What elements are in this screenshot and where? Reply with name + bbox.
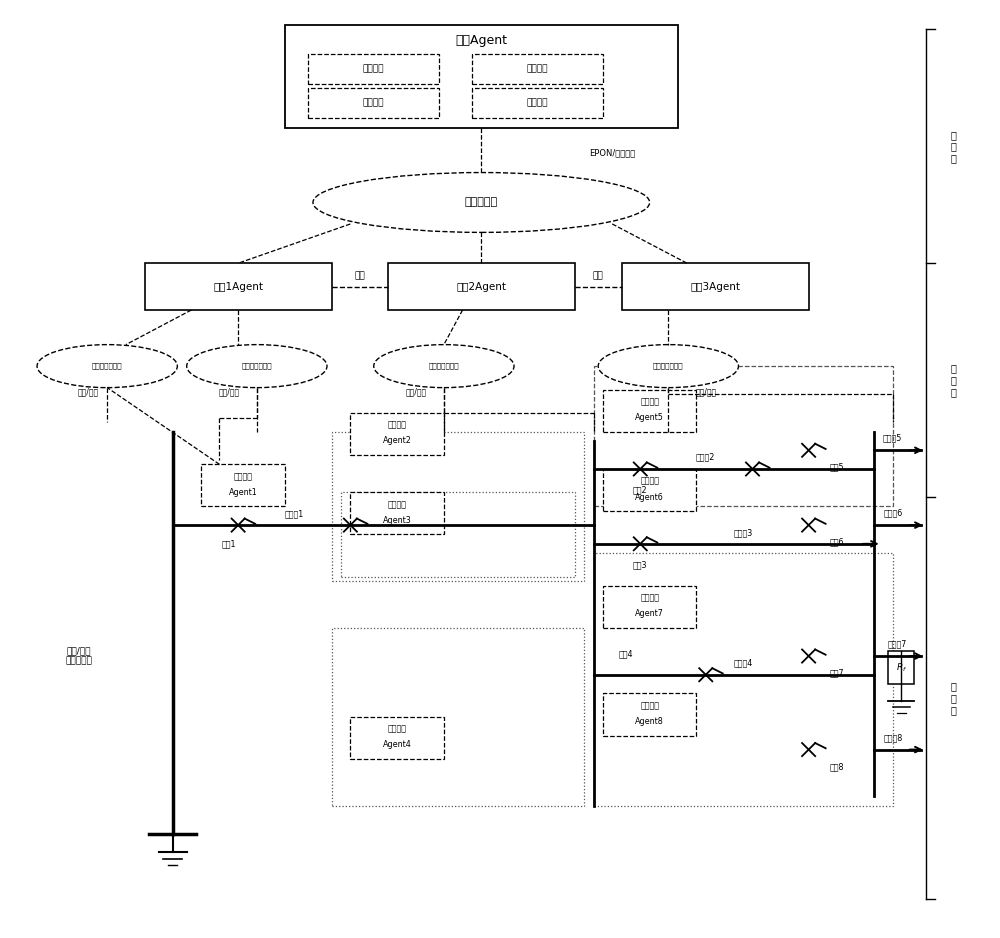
Text: 终端通信接入网: 终端通信接入网 <box>92 363 123 370</box>
Bar <box>472 88 603 118</box>
Text: 开关8: 开关8 <box>829 762 844 771</box>
Bar <box>594 553 893 806</box>
Ellipse shape <box>37 344 177 387</box>
Text: 联络线1: 联络线1 <box>285 509 304 519</box>
Bar <box>388 264 575 310</box>
Bar <box>332 431 584 582</box>
Bar <box>888 651 914 684</box>
Ellipse shape <box>374 344 514 387</box>
Bar <box>472 53 603 83</box>
Bar <box>603 389 696 431</box>
Text: EPON/光以太网: EPON/光以太网 <box>589 148 635 158</box>
Text: Agent3: Agent3 <box>383 516 412 525</box>
Text: 联络线6: 联络线6 <box>883 508 902 518</box>
Text: 光纤/无线: 光纤/无线 <box>78 386 99 396</box>
Text: Agent5: Agent5 <box>635 413 664 422</box>
Text: 区域3Agent: 区域3Agent <box>690 281 740 292</box>
Bar <box>350 717 444 759</box>
Text: 测控终端: 测控终端 <box>640 397 659 406</box>
Text: 开关3: 开关3 <box>633 560 648 568</box>
Text: 联络线8: 联络线8 <box>883 733 902 742</box>
Bar <box>308 53 439 83</box>
Text: 高压/中压
变电站母线: 高压/中压 变电站母线 <box>66 646 93 666</box>
Text: 测控终端: 测控终端 <box>640 594 659 602</box>
Text: 监测调控: 监测调控 <box>527 98 548 108</box>
Text: 联络线3: 联络线3 <box>734 528 753 537</box>
Ellipse shape <box>187 344 327 387</box>
Text: 测控终端: 测控终端 <box>640 701 659 710</box>
Text: 联络线5: 联络线5 <box>883 433 902 443</box>
Text: 区域2Agent: 区域2Agent <box>456 281 506 292</box>
Text: Agent8: Agent8 <box>635 717 664 726</box>
Text: Agent6: Agent6 <box>635 492 664 502</box>
Bar <box>622 264 809 310</box>
Text: Agent2: Agent2 <box>383 436 412 446</box>
Text: Agent4: Agent4 <box>383 740 412 749</box>
Text: 骨干通信网: 骨干通信网 <box>465 198 498 207</box>
Text: 测控终端: 测控终端 <box>388 420 407 430</box>
Text: 测控终端: 测控终端 <box>388 724 407 734</box>
Text: 开关5: 开关5 <box>829 462 844 472</box>
Text: 联络线4: 联络线4 <box>734 658 753 667</box>
Text: 全网拓扑: 全网拓扑 <box>527 64 548 73</box>
Bar <box>201 464 285 507</box>
Bar <box>332 628 584 806</box>
Text: 终端通信接入网: 终端通信接入网 <box>653 363 684 370</box>
Text: $R_f$: $R_f$ <box>896 661 907 674</box>
Text: 光纤/无线: 光纤/无线 <box>405 386 426 396</box>
Text: 协
调
层: 协 调 层 <box>951 364 957 397</box>
Text: 开关7: 开关7 <box>829 669 844 677</box>
Text: 测控终端: 测控终端 <box>388 500 407 509</box>
Bar <box>350 492 444 535</box>
Ellipse shape <box>598 344 738 387</box>
Text: Agent1: Agent1 <box>228 488 257 497</box>
Text: 终端通信接入网: 终端通信接入网 <box>429 363 459 370</box>
Text: 开关6: 开关6 <box>829 537 844 547</box>
Text: 开关1: 开关1 <box>222 539 236 549</box>
Text: 光纤/无线: 光纤/无线 <box>695 386 716 396</box>
Text: 光纤/无线: 光纤/无线 <box>218 386 239 396</box>
Text: 交互: 交互 <box>354 271 365 280</box>
Text: 开关4: 开关4 <box>619 650 634 658</box>
Text: 区域1Agent: 区域1Agent <box>213 281 263 292</box>
Bar <box>350 413 444 455</box>
Text: 管
理
层: 管 理 层 <box>951 129 957 163</box>
Ellipse shape <box>313 173 650 233</box>
Text: Agent7: Agent7 <box>635 610 664 618</box>
Bar <box>145 264 332 310</box>
Bar <box>308 88 439 118</box>
Text: 设
备
层: 设 备 层 <box>951 682 957 715</box>
Text: 故障研判: 故障研判 <box>363 98 384 108</box>
Text: 终端通信接入网: 终端通信接入网 <box>242 363 272 370</box>
Text: 交互: 交互 <box>593 271 604 280</box>
Text: 测控终端: 测控终端 <box>640 477 659 486</box>
Text: 联络线2: 联络线2 <box>696 452 715 461</box>
Bar <box>285 24 678 128</box>
Text: 测控终端: 测控终端 <box>233 472 252 481</box>
Text: 联络线7: 联络线7 <box>888 640 907 648</box>
Text: 开关2: 开关2 <box>633 485 648 494</box>
Text: 总站Agent: 总站Agent <box>455 34 507 47</box>
Bar <box>603 586 696 628</box>
Bar <box>603 469 696 511</box>
Bar <box>594 366 893 507</box>
Bar <box>603 693 696 735</box>
Text: 潮流计算: 潮流计算 <box>363 64 384 73</box>
Bar <box>341 492 575 577</box>
